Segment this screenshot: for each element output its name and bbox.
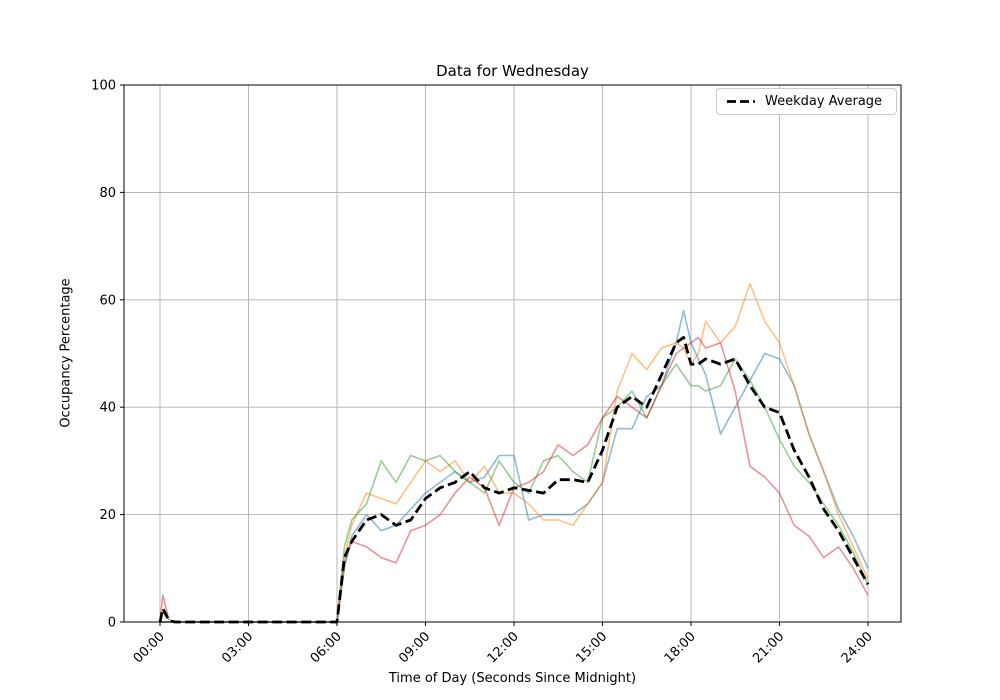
y-tick-label: 40: [99, 401, 116, 416]
x-tick-label: 06:00: [308, 629, 345, 666]
axes-frame: [123, 84, 902, 623]
x-tick-label: 15:00: [573, 629, 610, 666]
x-tick-label: 21:00: [750, 629, 787, 666]
y-tick-label: 100: [91, 79, 116, 94]
y-tick-label: 0: [108, 616, 116, 631]
x-tick-label: 24:00: [839, 629, 876, 666]
y-tick-label: 20: [99, 508, 116, 523]
x-tick-label: 12:00: [485, 629, 522, 666]
legend-label: Weekday Average: [765, 94, 883, 109]
y-axis-label: Occupancy Percentage: [58, 278, 74, 428]
x-tick-label: 03:00: [219, 629, 256, 666]
y-tick-label: 80: [99, 186, 116, 201]
x-tick-label: 00:00: [131, 629, 168, 666]
chart-title: Data for Wednesday: [436, 62, 589, 80]
y-tick-label: 60: [99, 293, 116, 308]
x-tick-label: 09:00: [396, 629, 433, 666]
legend: Weekday Average: [716, 88, 897, 115]
x-axis-label: Time of Day (Seconds Since Midnight): [388, 671, 637, 686]
x-tick-label: 18:00: [662, 629, 699, 666]
legend-dashed-line-icon: [727, 100, 755, 103]
